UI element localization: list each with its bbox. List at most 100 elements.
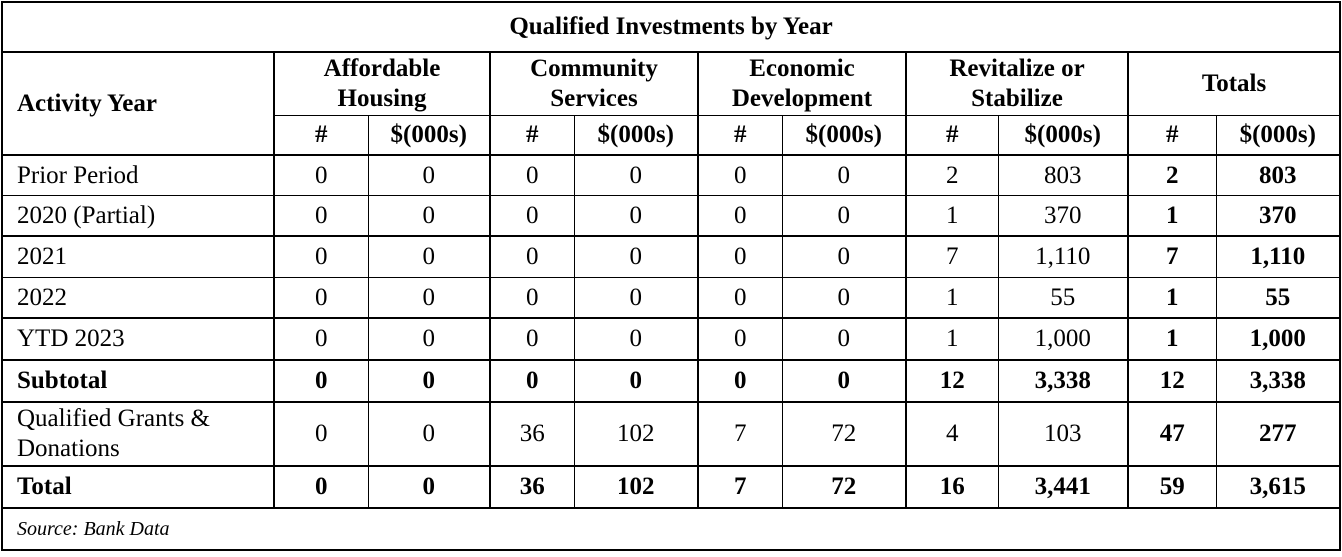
cell: 3,441 — [997, 465, 1129, 509]
count-header: # — [273, 115, 369, 156]
cell: 0 — [573, 195, 699, 237]
cell: 72 — [781, 401, 907, 467]
cell: 36 — [489, 465, 575, 509]
cell: 0 — [697, 359, 783, 403]
cell: 0 — [489, 317, 575, 361]
community-services-header: Community Services — [489, 51, 699, 116]
table-row: Prior Period 0 0 0 0 0 0 2 803 2 803 — [1, 154, 1342, 196]
cell: 0 — [781, 317, 907, 361]
cell: 1 — [905, 277, 999, 319]
cell: 0 — [367, 465, 491, 509]
cell: 0 — [489, 154, 575, 196]
cell: 0 — [273, 317, 369, 361]
total-cell: 1 — [1127, 317, 1217, 361]
table-row: 2020 (Partial) 0 0 0 0 0 0 1 370 1 370 — [1, 195, 1342, 237]
row-label: 2021 — [1, 235, 275, 278]
cell: 0 — [573, 277, 699, 319]
table-row: YTD 2023 0 0 0 0 0 0 1 1,000 1 1,000 — [1, 317, 1342, 361]
cell: 0 — [573, 235, 699, 278]
cell: 0 — [273, 235, 369, 278]
total-cell: 1 — [1127, 277, 1217, 319]
total-cell: 3,338 — [1215, 359, 1342, 403]
cell: 1 — [905, 317, 999, 361]
table-row: Qualified Grants & Donations 0 0 36 102 7… — [1, 401, 1342, 467]
cell: 1,110 — [997, 235, 1129, 278]
row-label: 2020 (Partial) — [1, 195, 275, 237]
cell: 0 — [273, 401, 369, 467]
cell: 0 — [367, 195, 491, 237]
total-cell: 370 — [1215, 195, 1342, 237]
total-cell: 1,000 — [1215, 317, 1342, 361]
cell: 0 — [489, 235, 575, 278]
cell: 12 — [905, 359, 999, 403]
cell: 370 — [997, 195, 1129, 237]
subtotal-row: Subtotal 0 0 0 0 0 0 12 3,338 12 3,338 — [1, 359, 1342, 403]
row-label: Total — [1, 465, 275, 509]
count-header: # — [697, 115, 783, 156]
economic-development-header: Economic Development — [697, 51, 907, 116]
total-cell: 7 — [1127, 235, 1217, 278]
cell: 0 — [781, 195, 907, 237]
cell: 0 — [273, 359, 369, 403]
amount-header: $(000s) — [1215, 115, 1342, 156]
total-cell: 59 — [1127, 465, 1217, 509]
cell: 7 — [697, 401, 783, 467]
cell: 0 — [697, 277, 783, 319]
cell: 102 — [573, 465, 699, 509]
table-row: 2021 0 0 0 0 0 0 7 1,110 7 1,110 — [1, 235, 1342, 278]
cell: 0 — [573, 317, 699, 361]
cell: 0 — [273, 195, 369, 237]
cell: 102 — [573, 401, 699, 467]
total-row: Total 0 0 36 102 7 72 16 3,441 59 3,615 — [1, 465, 1342, 509]
cell: 36 — [489, 401, 575, 467]
totals-header: Totals — [1126, 51, 1342, 116]
cell: 0 — [273, 154, 369, 196]
affordable-housing-header: Affordable Housing — [273, 51, 491, 116]
cell: 0 — [697, 317, 783, 361]
table-title: Qualified Investments by Year — [0, 1, 1342, 53]
cell: 0 — [573, 154, 699, 196]
amount-header: $(000s) — [367, 115, 491, 156]
cell: 72 — [781, 465, 907, 509]
cell: 0 — [489, 277, 575, 319]
cell: 55 — [997, 277, 1129, 319]
amount-header: $(000s) — [781, 115, 907, 156]
total-cell: 1 — [1127, 195, 1217, 237]
cell: 0 — [697, 195, 783, 237]
cell: 1,000 — [997, 317, 1129, 361]
row-label: Prior Period — [1, 154, 275, 196]
cell: 0 — [367, 317, 491, 361]
cell: 0 — [367, 154, 491, 196]
cell: 7 — [905, 235, 999, 278]
activity-year-header: Activity Year — [1, 51, 275, 156]
total-cell: 803 — [1215, 154, 1342, 196]
cell: 0 — [489, 195, 575, 237]
cell: 16 — [905, 465, 999, 509]
cell: 0 — [781, 235, 907, 278]
total-cell: 2 — [1127, 154, 1217, 196]
cell: 803 — [997, 154, 1129, 196]
revitalize-stabilize-header: Revitalize or Stabilize — [905, 51, 1129, 116]
cell: 0 — [489, 359, 575, 403]
total-cell: 3,615 — [1215, 465, 1342, 509]
amount-header: $(000s) — [997, 115, 1129, 156]
cell: 0 — [781, 277, 907, 319]
count-header: # — [905, 115, 999, 156]
cell: 4 — [905, 401, 999, 467]
cell: 0 — [367, 277, 491, 319]
total-cell: 12 — [1127, 359, 1217, 403]
cell: 0 — [367, 235, 491, 278]
cell: 2 — [905, 154, 999, 196]
cell: 103 — [997, 401, 1129, 467]
cell: 0 — [697, 235, 783, 278]
cell: 0 — [697, 154, 783, 196]
total-cell: 55 — [1215, 277, 1342, 319]
total-cell: 1,110 — [1215, 235, 1342, 278]
count-header: # — [1127, 115, 1217, 156]
total-cell: 47 — [1127, 401, 1217, 467]
row-label: Qualified Grants & Donations — [1, 401, 275, 467]
cell: 0 — [367, 359, 491, 403]
row-label: Subtotal — [1, 359, 275, 403]
